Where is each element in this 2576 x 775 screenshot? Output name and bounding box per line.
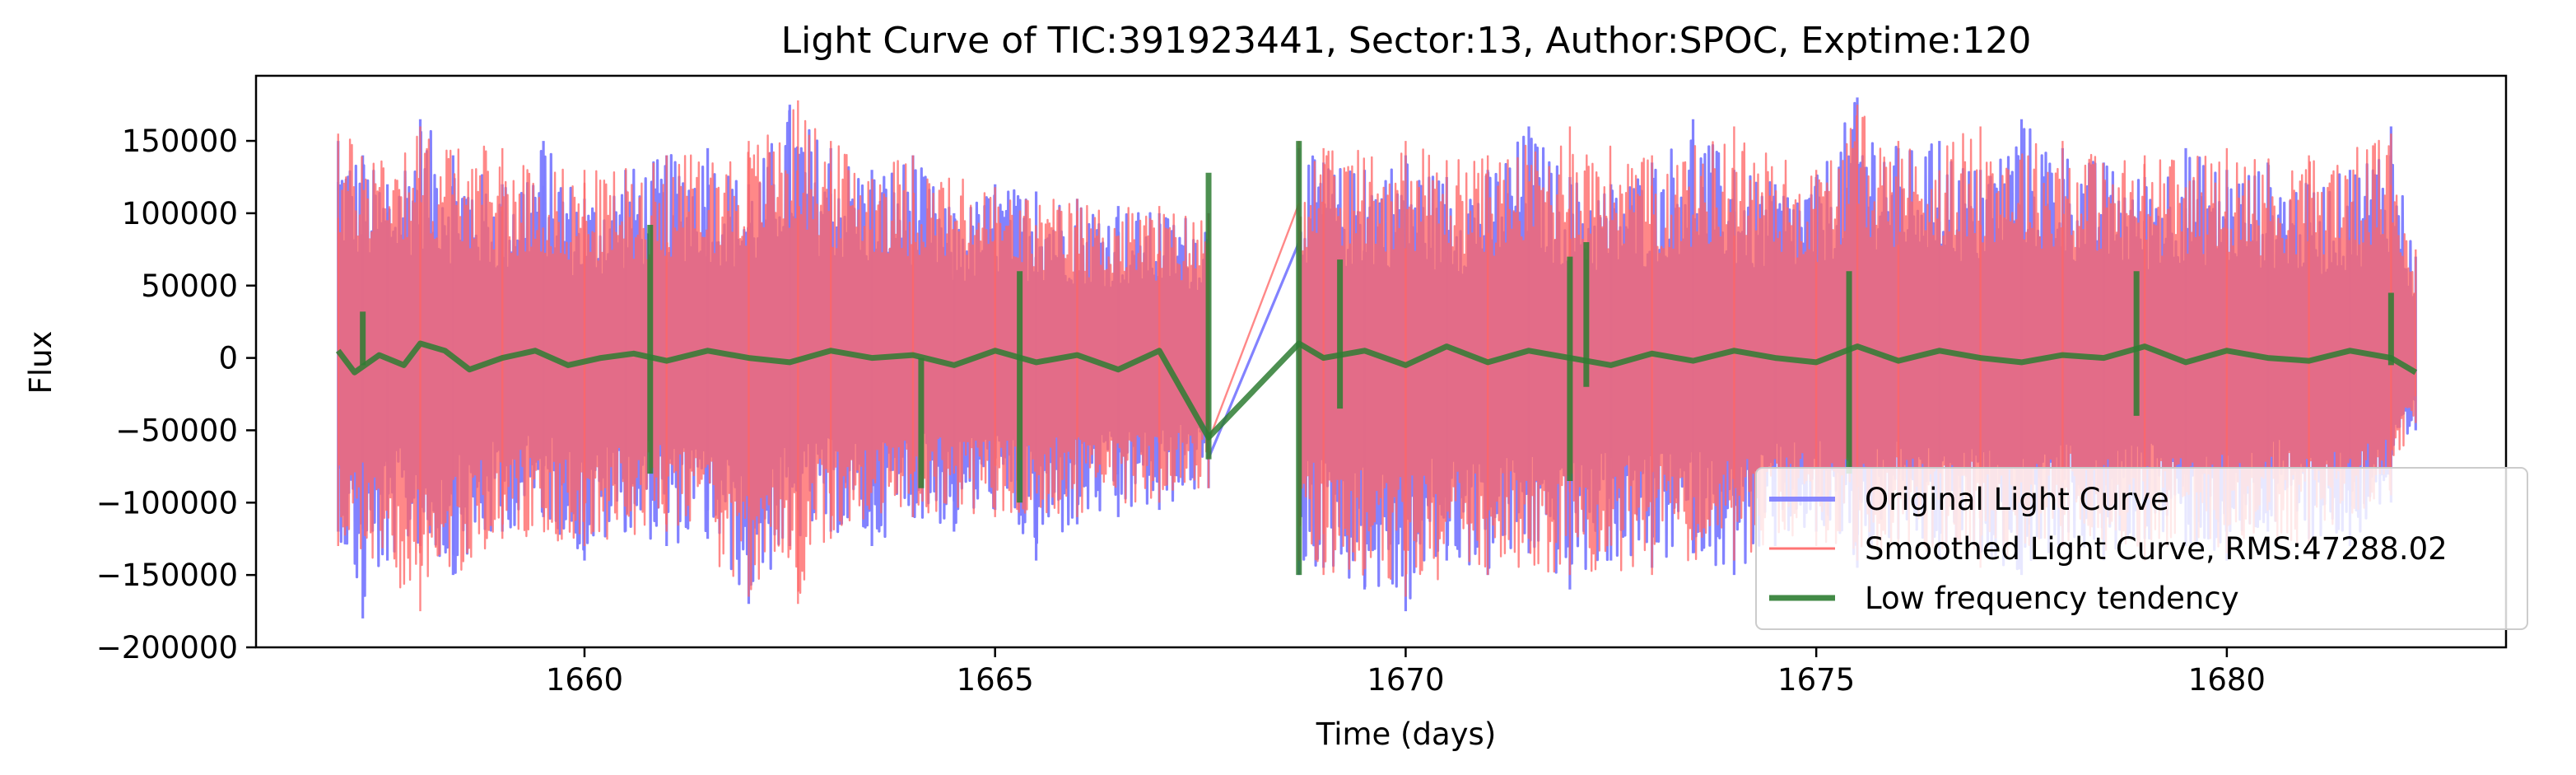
legend-item-trend-label: Low frequency tendency [1865,581,2239,616]
x-tick-label: 1665 [957,662,1034,698]
y-tick-label: −150000 [96,558,238,593]
y-tick-label: −200000 [96,630,238,665]
legend-item-smoothed-label: Smoothed Light Curve, RMS:47288.02 [1865,531,2448,567]
x-axis: 1660 1665 1670 1675 1680 [546,647,2266,698]
x-axis-label: Time (days) [1316,717,1497,752]
y-tick-label: 0 [218,341,238,376]
x-tick-label: 1670 [1367,662,1444,698]
x-tick-label: 1675 [1777,662,1855,698]
y-axis: −200000 −150000 −100000 −50000 0 50000 100000 1… [96,124,256,665]
plot-frame [254,74,2508,649]
y-tick-label: −50000 [115,413,238,448]
y-tick-label: −100000 [96,485,238,521]
y-tick-label: 100000 [122,196,238,231]
y-tick-label: 150000 [122,124,238,159]
low-frequency-tendency-line [335,340,2418,441]
chart-title: Light Curve of TIC:391923441, Sector:13,… [781,20,2032,62]
legend-box [1755,467,2528,630]
x-tick-label: 1660 [546,662,623,698]
legend-item-original-label: Original Light Curve [1865,482,2169,517]
y-axis-label: Flux [23,331,58,395]
x-tick-label: 1680 [2188,662,2266,698]
y-tick-label: 50000 [141,268,238,304]
legend: Original Light Curve Smoothed Light Curve… [1755,467,2528,630]
